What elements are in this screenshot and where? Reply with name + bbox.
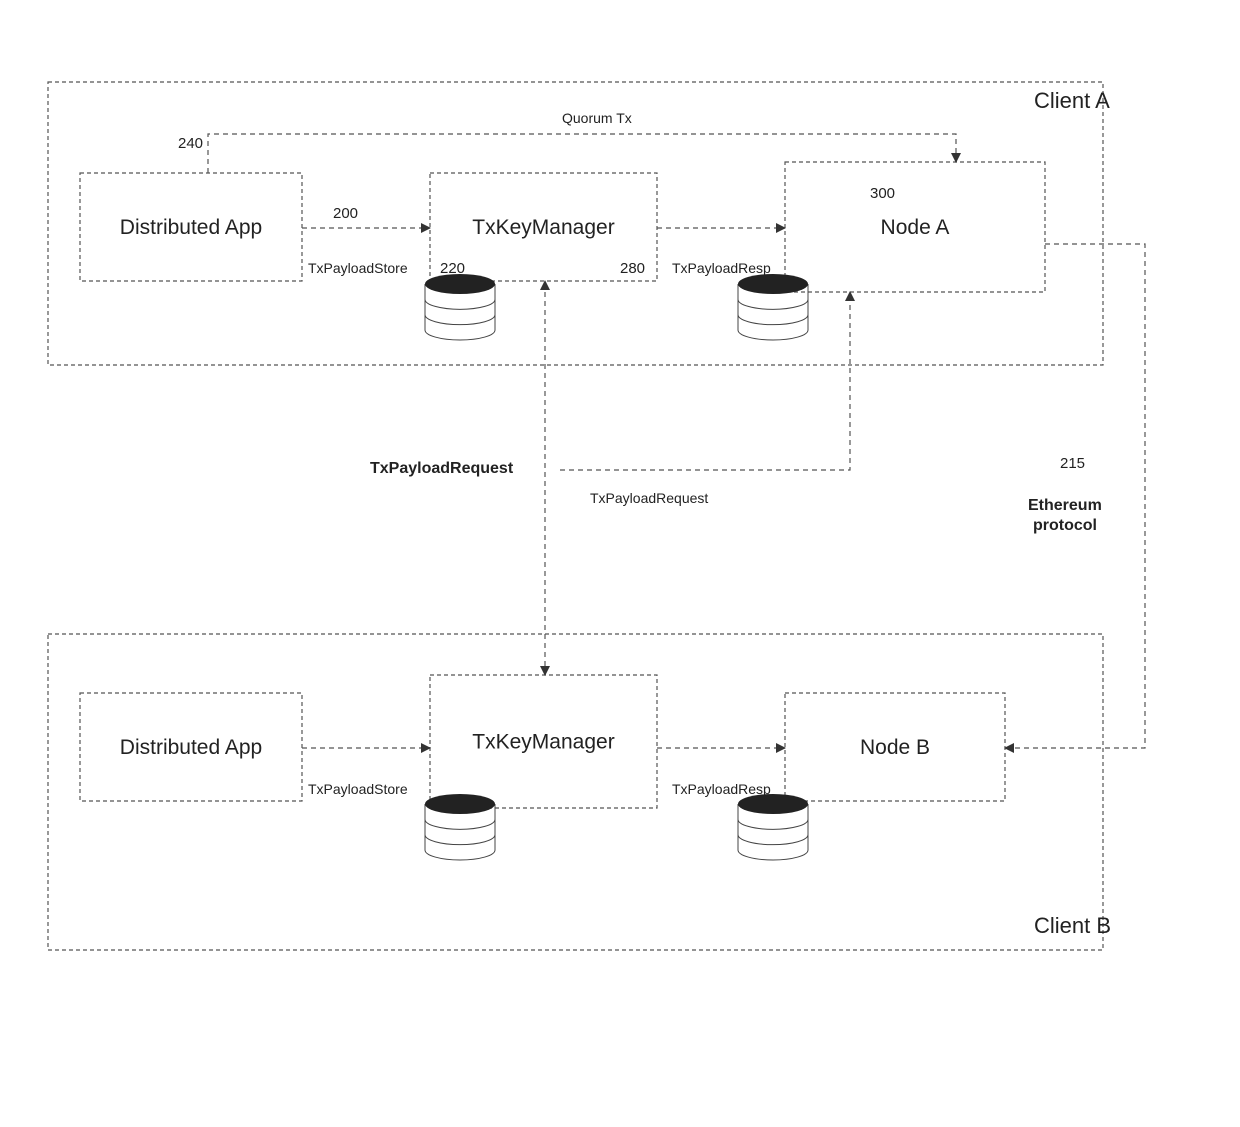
arrow-req-a — [560, 292, 850, 470]
client-a-title: Client A — [1034, 88, 1110, 113]
label-240: 240 — [178, 135, 203, 152]
label-eth1: Ethereum — [1028, 497, 1102, 514]
label-220: 220 — [440, 260, 465, 277]
svg-text:Distributed App: Distributed App — [120, 736, 262, 759]
label-b-store: TxPayloadStore — [308, 781, 408, 797]
arrow-quorum — [208, 134, 956, 173]
cyl-a-km — [425, 274, 495, 340]
label-quorum: Quorum Tx — [562, 110, 632, 126]
cyl-b-km — [425, 794, 495, 860]
arrow-eth — [1005, 244, 1145, 748]
label-a-store: TxPayloadStore — [308, 260, 408, 276]
box-b-app: Distributed App — [80, 693, 302, 801]
svg-text:Distributed App: Distributed App — [120, 216, 262, 239]
label-eth2: protocol — [1033, 517, 1097, 534]
svg-text:TxKeyManager: TxKeyManager — [472, 216, 614, 239]
label-req-sm: TxPayloadRequest — [590, 490, 708, 506]
label-215: 215 — [1060, 455, 1085, 472]
label-a-resp: TxPayloadResp — [672, 260, 771, 276]
label-b-resp: TxPayloadResp — [672, 781, 771, 797]
cyl-b-node — [738, 794, 808, 860]
label-200: 200 — [333, 205, 358, 222]
svg-text:TxKeyManager: TxKeyManager — [472, 731, 614, 754]
box-b-node: Node B — [785, 693, 1005, 801]
box-a-node: Node A — [785, 162, 1045, 292]
svg-text:Node B: Node B — [860, 736, 930, 759]
label-300: 300 — [870, 185, 895, 202]
label-280: 280 — [620, 260, 645, 277]
cyl-a-node — [738, 274, 808, 340]
label-req-bold: TxPayloadRequest — [370, 460, 514, 477]
client-b-title: Client B — [1034, 913, 1111, 938]
box-b-km: TxKeyManager — [430, 675, 657, 808]
svg-text:Node A: Node A — [881, 216, 950, 239]
box-a-app: Distributed App — [80, 173, 302, 281]
client-b-box — [48, 634, 1103, 950]
